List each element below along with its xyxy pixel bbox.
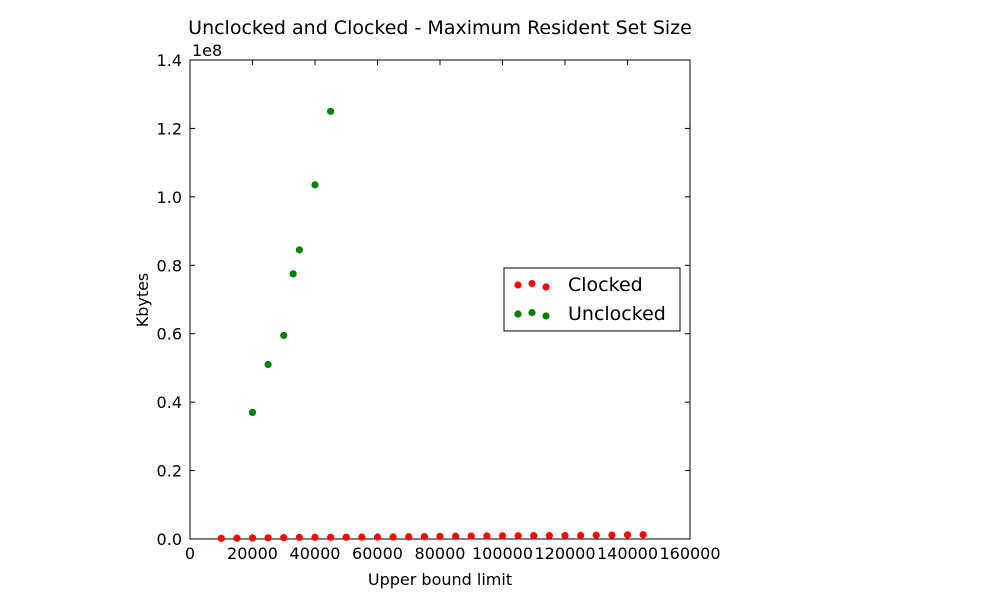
point-unclocked (295, 246, 303, 254)
x-axis-label: Upper bound limit (368, 570, 512, 589)
legend-marker-unclocked (528, 308, 536, 317)
point-unclocked (264, 360, 272, 369)
legend-box (503, 267, 681, 332)
y-axis-ticks: 0.0 0.2 0.4 0.6 0.8 1.0 1.2 1.4 (157, 51, 690, 549)
point-clocked (420, 533, 428, 541)
point-clocked (467, 532, 475, 540)
y-offset-label: 1e8 (192, 41, 222, 60)
point-clocked (623, 531, 632, 539)
point-clocked (311, 533, 319, 541)
y-tick-label: 1.2 (157, 119, 182, 138)
point-unclocked (327, 107, 335, 115)
legend-marker-clocked (514, 281, 522, 289)
y-tick-label: 0.6 (157, 325, 182, 344)
x-tick-label: 140000 (597, 544, 658, 563)
point-clocked (498, 532, 507, 540)
y-tick-label: 0.8 (157, 256, 182, 275)
point-clocked (248, 534, 257, 542)
point-clocked (295, 533, 303, 542)
point-clocked (264, 534, 272, 542)
point-clocked (358, 533, 366, 541)
y-tick-label: 0.0 (157, 530, 182, 549)
x-tick-label: 120000 (534, 544, 595, 563)
point-clocked (405, 533, 413, 541)
x-tick-label: 40000 (290, 544, 341, 563)
y-tick-label: 1.4 (157, 51, 182, 70)
point-clocked (639, 531, 647, 539)
point-clocked (608, 531, 616, 539)
x-axis-ticks: 0 20000 40000 60000 80000 100000 120000 140000 1… (185, 60, 721, 563)
point-clocked (483, 532, 491, 540)
y-tick-label: 1.0 (157, 188, 182, 207)
point-clocked (530, 532, 538, 540)
point-clocked (342, 533, 350, 541)
legend: Clocked Unclocked (503, 267, 681, 332)
chart-title: Unclocked and Clocked - Maximum Resident… (188, 17, 692, 39)
point-clocked (514, 532, 522, 540)
point-clocked (327, 533, 335, 541)
point-clocked (436, 532, 444, 541)
point-clocked (561, 531, 569, 540)
x-tick-label: 160000 (659, 544, 720, 563)
legend-label-clocked: Clocked (568, 274, 643, 296)
legend-marker-clocked (542, 283, 550, 291)
point-clocked (545, 531, 553, 540)
point-clocked (373, 533, 382, 541)
point-clocked (389, 533, 397, 541)
point-clocked (280, 534, 288, 542)
legend-marker-unclocked (514, 310, 522, 318)
y-axis-label: Kbytes (133, 273, 152, 328)
legend-marker-clocked (528, 279, 536, 288)
y-tick-label: 0.4 (157, 393, 182, 412)
point-clocked (577, 531, 585, 540)
point-unclocked (289, 270, 297, 278)
point-clocked (233, 534, 241, 542)
point-unclocked (280, 331, 288, 340)
x-tick-label: 0 (185, 544, 195, 563)
point-clocked (452, 532, 460, 540)
x-tick-label: 100000 (472, 544, 533, 563)
legend-label-unclocked: Unclocked (568, 303, 666, 325)
y-tick-label: 0.2 (157, 462, 182, 481)
legend-marker-unclocked (542, 312, 550, 320)
point-unclocked (311, 181, 319, 189)
point-clocked (592, 531, 600, 539)
point-clocked (217, 534, 225, 542)
x-tick-label: 60000 (352, 544, 403, 563)
x-tick-label: 80000 (415, 544, 466, 563)
x-tick-label: 20000 (227, 544, 278, 563)
data-points (217, 107, 647, 542)
point-unclocked (248, 408, 257, 417)
